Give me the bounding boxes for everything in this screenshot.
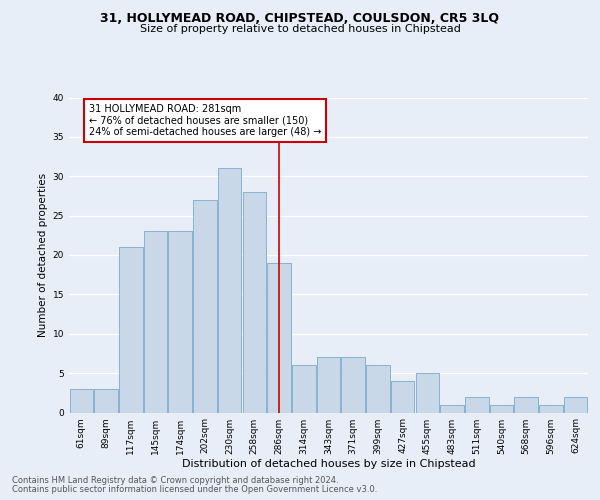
X-axis label: Distribution of detached houses by size in Chipstead: Distribution of detached houses by size … — [182, 460, 475, 469]
Bar — [218, 168, 241, 412]
Bar — [465, 397, 488, 412]
Bar — [242, 192, 266, 412]
Bar — [144, 232, 167, 412]
Bar — [440, 404, 464, 412]
Bar — [564, 397, 587, 412]
Bar — [193, 200, 217, 412]
Bar — [119, 247, 143, 412]
Bar — [514, 397, 538, 412]
Bar — [292, 365, 316, 412]
Bar — [391, 381, 415, 412]
Text: Size of property relative to detached houses in Chipstead: Size of property relative to detached ho… — [140, 24, 460, 34]
Bar — [94, 389, 118, 412]
Text: Contains public sector information licensed under the Open Government Licence v3: Contains public sector information licen… — [12, 484, 377, 494]
Bar — [169, 232, 192, 412]
Bar — [317, 358, 340, 412]
Bar — [366, 365, 389, 412]
Bar — [416, 373, 439, 412]
Bar — [268, 263, 291, 412]
Text: Contains HM Land Registry data © Crown copyright and database right 2024.: Contains HM Land Registry data © Crown c… — [12, 476, 338, 485]
Text: 31 HOLLYMEAD ROAD: 281sqm
← 76% of detached houses are smaller (150)
24% of semi: 31 HOLLYMEAD ROAD: 281sqm ← 76% of detac… — [89, 104, 321, 137]
Text: 31, HOLLYMEAD ROAD, CHIPSTEAD, COULSDON, CR5 3LQ: 31, HOLLYMEAD ROAD, CHIPSTEAD, COULSDON,… — [101, 12, 499, 26]
Bar — [341, 358, 365, 412]
Y-axis label: Number of detached properties: Number of detached properties — [38, 173, 49, 337]
Bar — [539, 404, 563, 412]
Bar — [70, 389, 93, 412]
Bar — [490, 404, 513, 412]
